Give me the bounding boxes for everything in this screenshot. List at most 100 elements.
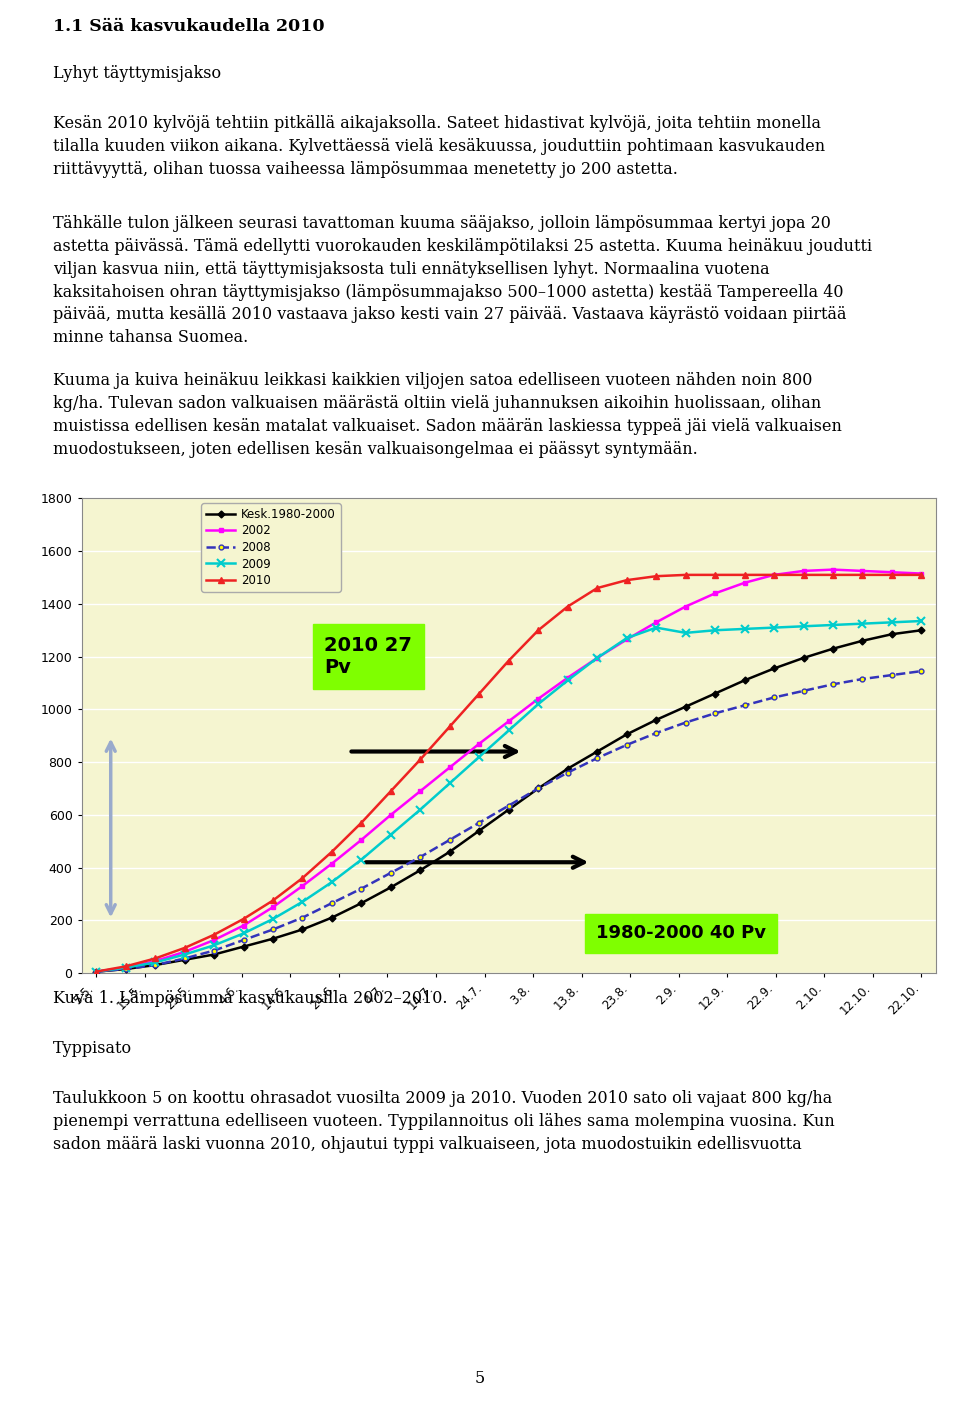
Kesk.1980-2000 xyxy=(680,698,691,715)
Kesk.1980-2000 xyxy=(562,760,573,776)
2010 xyxy=(651,567,662,584)
2010 xyxy=(355,814,367,831)
2002 xyxy=(886,564,898,581)
2009 xyxy=(415,802,426,819)
Kesk.1980-2000 xyxy=(856,632,868,649)
2009 xyxy=(297,893,308,910)
Kesk.1980-2000 xyxy=(90,963,102,980)
2008 xyxy=(828,675,839,692)
Kesk.1980-2000 xyxy=(709,685,721,702)
2008 xyxy=(503,797,515,814)
2010 xyxy=(385,782,396,799)
Kesk.1980-2000 xyxy=(651,712,662,729)
2008 xyxy=(680,715,691,731)
2009 xyxy=(444,775,456,792)
Text: 1980-2000 40 Pv: 1980-2000 40 Pv xyxy=(596,924,766,942)
Text: Lyhyt täyttymisjakso: Lyhyt täyttymisjakso xyxy=(53,65,221,81)
2002 xyxy=(267,899,278,915)
2002 xyxy=(562,670,573,687)
Text: 5: 5 xyxy=(475,1370,485,1387)
2010 xyxy=(680,566,691,583)
2002 xyxy=(651,614,662,630)
2010 xyxy=(179,939,190,956)
2008 xyxy=(709,705,721,722)
2008 xyxy=(856,671,868,688)
Kesk.1980-2000 xyxy=(326,910,338,927)
2008 xyxy=(90,963,102,980)
Kesk.1980-2000 xyxy=(267,931,278,948)
Line: 2008: 2008 xyxy=(94,668,924,974)
2009 xyxy=(238,925,250,942)
2010 xyxy=(709,566,721,583)
Kesk.1980-2000 xyxy=(739,673,751,689)
2009 xyxy=(533,695,544,712)
2009 xyxy=(267,911,278,928)
2009 xyxy=(562,673,573,689)
2008 xyxy=(886,667,898,684)
2008 xyxy=(297,910,308,927)
2008 xyxy=(120,960,132,977)
Kesk.1980-2000 xyxy=(238,938,250,955)
2002 xyxy=(208,932,220,949)
2008 xyxy=(326,894,338,911)
2010 xyxy=(916,566,927,583)
2008 xyxy=(179,951,190,967)
2008 xyxy=(415,848,426,865)
2008 xyxy=(385,865,396,882)
2010 xyxy=(828,566,839,583)
Kesk.1980-2000 xyxy=(415,862,426,879)
Text: Tähkälle tulon jälkeen seurasi tavattoman kuuma sääjakso, jolloin lämpösummaa ke: Tähkälle tulon jälkeen seurasi tavattoma… xyxy=(53,215,872,347)
2009 xyxy=(886,614,898,630)
2009 xyxy=(709,622,721,639)
Kesk.1980-2000 xyxy=(150,956,161,973)
2002 xyxy=(621,630,633,647)
Kesk.1980-2000 xyxy=(385,879,396,896)
2009 xyxy=(179,946,190,963)
2009 xyxy=(768,619,780,636)
2008 xyxy=(150,956,161,973)
2002 xyxy=(828,562,839,578)
Legend: Kesk.1980-2000, 2002, 2008, 2009, 2010: Kesk.1980-2000, 2002, 2008, 2009, 2010 xyxy=(202,503,341,591)
Text: Kesän 2010 kylvöjä tehtiin pitkällä aikajaksolla. Sateet hidastivat kylvöjä, joi: Kesän 2010 kylvöjä tehtiin pitkällä aika… xyxy=(53,115,825,178)
Kesk.1980-2000 xyxy=(621,726,633,743)
Line: 2009: 2009 xyxy=(92,618,925,976)
2010 xyxy=(297,869,308,886)
2008 xyxy=(473,814,485,831)
2002 xyxy=(326,855,338,872)
2010 xyxy=(798,566,809,583)
2010 xyxy=(886,566,898,583)
2009 xyxy=(856,615,868,632)
2010 xyxy=(856,566,868,583)
Kesk.1980-2000 xyxy=(798,650,809,667)
2009 xyxy=(473,748,485,765)
Line: 2010: 2010 xyxy=(93,571,924,974)
Kesk.1980-2000 xyxy=(591,743,603,760)
Kesk.1980-2000 xyxy=(179,952,190,969)
Kesk.1980-2000 xyxy=(768,660,780,677)
2010 xyxy=(473,685,485,702)
2010 xyxy=(415,751,426,768)
2010 xyxy=(503,651,515,668)
2010 xyxy=(768,566,780,583)
2009 xyxy=(739,621,751,637)
2002 xyxy=(179,943,190,960)
2002 xyxy=(533,691,544,708)
2010 xyxy=(208,927,220,943)
Text: Typpisato: Typpisato xyxy=(53,1040,132,1057)
Kesk.1980-2000 xyxy=(916,622,927,639)
Kesk.1980-2000 xyxy=(297,921,308,938)
Kesk.1980-2000 xyxy=(208,946,220,963)
2010 xyxy=(621,571,633,588)
2010 xyxy=(739,566,751,583)
Text: Kuva 1. Lämpösumma kasvukausilla 2002–2010.: Kuva 1. Lämpösumma kasvukausilla 2002–20… xyxy=(53,990,447,1007)
2009 xyxy=(90,963,102,980)
2002 xyxy=(798,563,809,580)
2008 xyxy=(798,682,809,699)
2009 xyxy=(326,873,338,890)
2008 xyxy=(739,696,751,713)
2002 xyxy=(473,736,485,753)
2010 xyxy=(150,951,161,967)
2002 xyxy=(90,963,102,980)
2002 xyxy=(916,566,927,583)
2010 xyxy=(326,844,338,861)
